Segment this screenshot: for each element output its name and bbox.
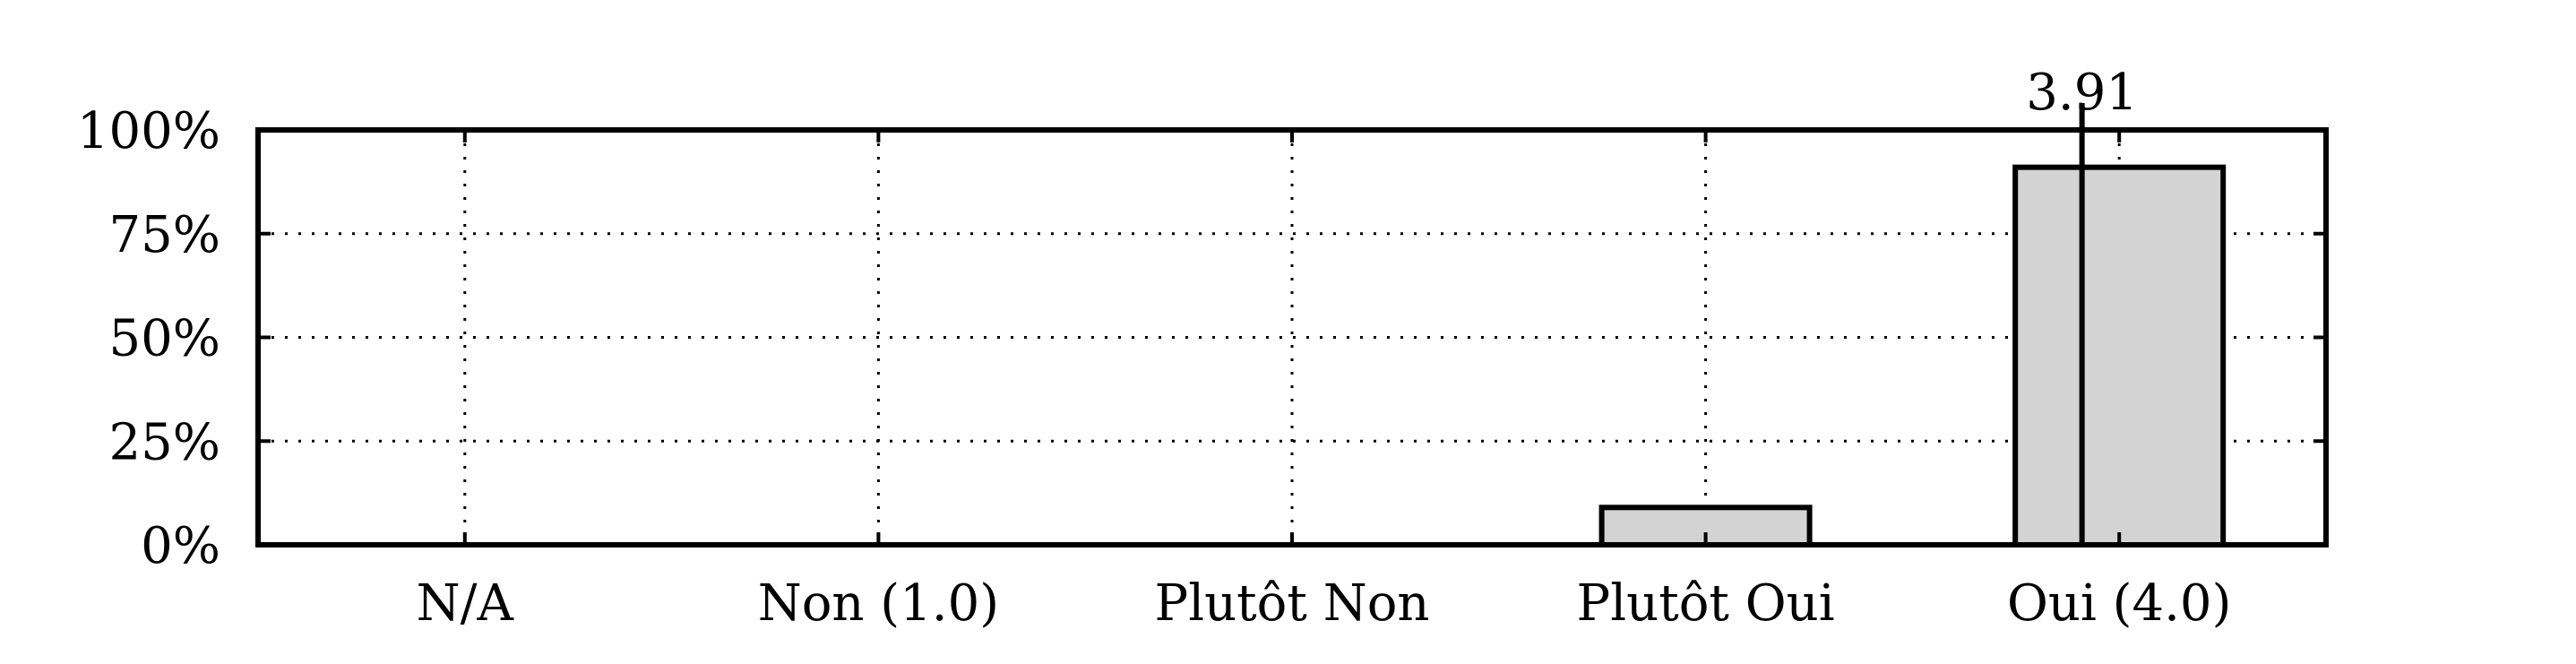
y-tick-label: 75% (109, 206, 220, 264)
x-tick-label: Oui (4.0) (2007, 574, 2231, 633)
axis-ticks (258, 128, 2326, 547)
x-tick-label: Non (1.0) (758, 574, 999, 633)
bar (1598, 504, 1813, 548)
bar (2012, 164, 2227, 548)
y-tick-label: 50% (109, 310, 220, 368)
x-tick-label: Plutôt Non (1155, 574, 1430, 633)
mean-value-label: 3.91 (2026, 64, 2138, 122)
x-tick-label: N/A (417, 574, 514, 633)
y-tick-label: 25% (109, 413, 220, 471)
y-tick-label: 0% (141, 517, 220, 575)
y-tick-label: 100% (77, 102, 220, 160)
x-axis-tick-labels: N/A Non (1.0) Plutôt Non Plutôt Oui Oui (4.0… (417, 574, 2232, 633)
x-tick-label: Plutôt Oui (1577, 574, 1835, 633)
y-axis-tick-labels: 0% 25% 50% 75% 100% (77, 102, 220, 575)
bars (1598, 164, 2227, 548)
